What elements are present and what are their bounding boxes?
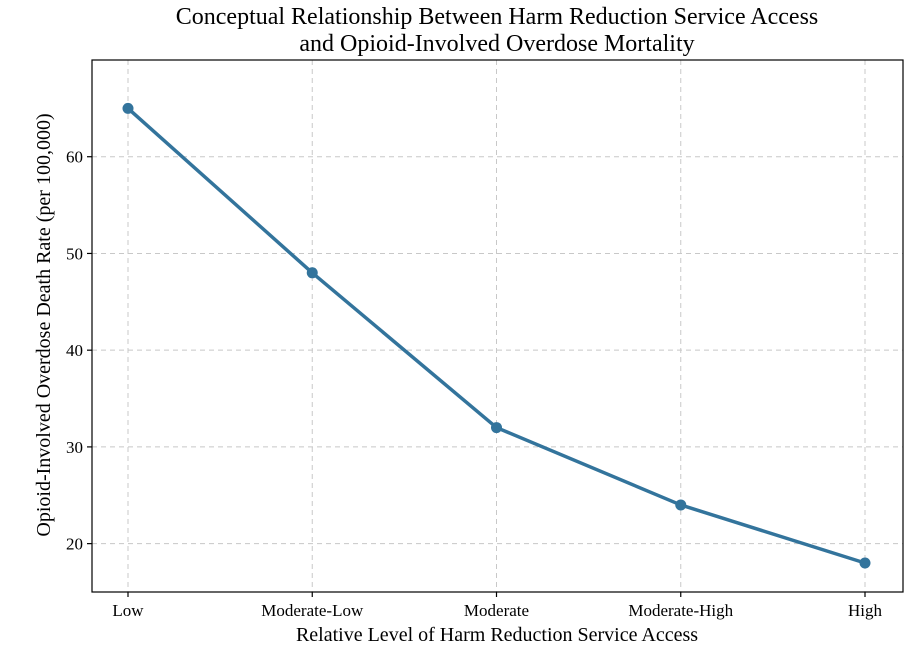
y-tick-label: 50 [66,244,83,263]
axis-ticks: 20 30 40 50 60 Low Moderate-Low Moderate Moderat… [66,148,883,620]
data-point-marker [675,499,687,511]
x-axis-label: Relative Level of Harm Reduction Service… [296,624,698,646]
data-point-marker [859,557,871,569]
data-point-marker [491,422,502,434]
x-tick-label: Moderate-High [628,601,733,620]
x-tick-label: Low [112,601,144,620]
series-group [122,102,871,569]
chart-title-line-1: Conceptual Relationship Between Harm Red… [176,4,819,30]
axes-frame [91,59,904,593]
y-tick-label: 40 [66,341,83,360]
data-point-marker [122,102,134,114]
y-tick-label: 30 [66,438,83,457]
y-axis-label: Opioid-Involved Overdose Death Rate (per… [33,113,55,536]
data-point-marker [306,267,318,279]
chart-title-line-2: and Opioid-Involved Overdose Mortality [299,31,694,57]
plot-frame [91,59,904,593]
y-tick-label: 60 [66,148,83,167]
y-tick-label: 20 [66,535,83,554]
grid [92,60,903,592]
x-tick-label: Moderate-Low [261,601,364,620]
x-tick-label: Moderate [464,601,529,620]
x-tick-label: High [848,601,883,620]
